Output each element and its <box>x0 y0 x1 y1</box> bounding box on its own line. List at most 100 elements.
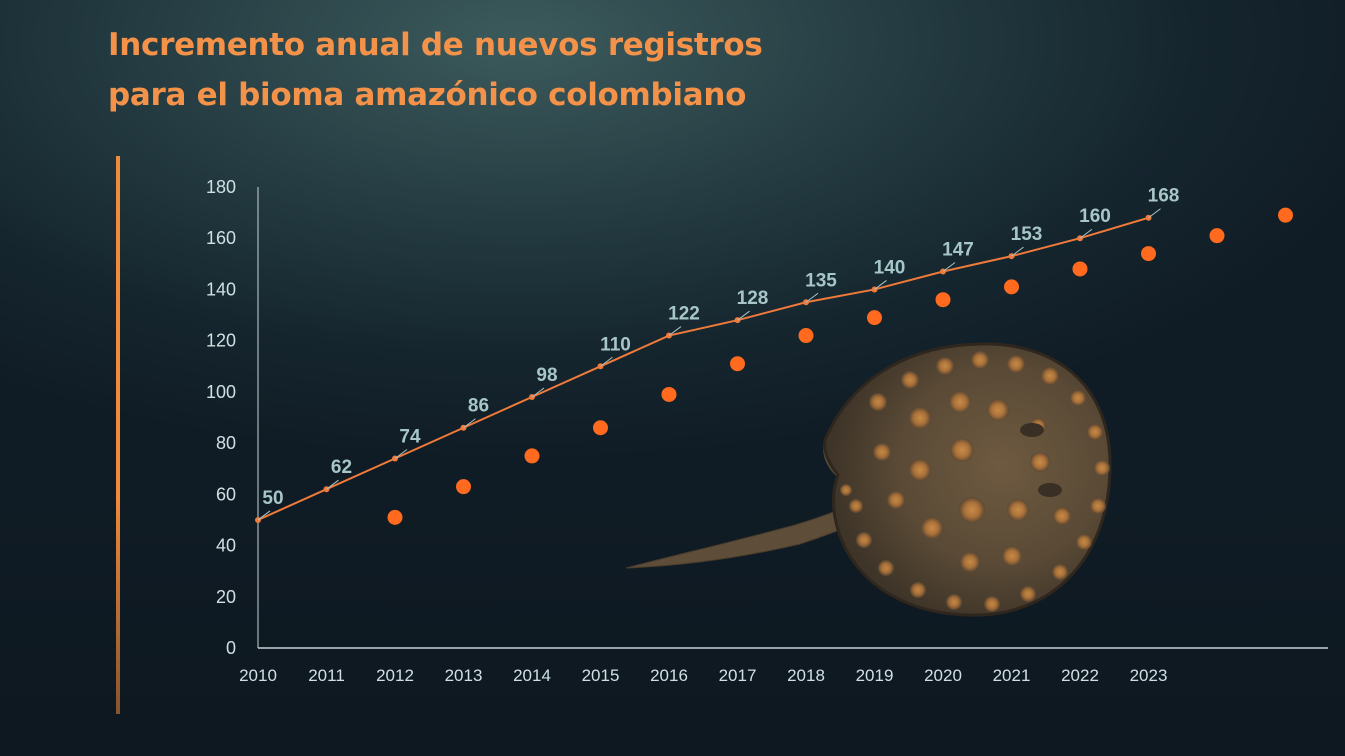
x-tick-label: 2011 <box>308 666 345 685</box>
y-axis: 0 20 40 60 80 100 120 140 160 180 <box>206 177 259 658</box>
stingray-spot <box>1070 390 1086 406</box>
data-label: 168 <box>1148 186 1180 207</box>
y-tick-label: 80 <box>216 433 236 453</box>
series-dot <box>1278 207 1293 223</box>
data-label: 147 <box>942 240 974 261</box>
data-label: 153 <box>1011 224 1043 245</box>
stingray-spot <box>1094 460 1110 476</box>
data-labels: 50 62 74 86 98 110 122 128 135 140 147 153 160 168 <box>257 186 1180 521</box>
series-dot <box>524 448 540 464</box>
x-tick-label: 2014 <box>513 666 551 685</box>
series-dot <box>798 328 814 344</box>
x-tick-label: 2017 <box>719 666 757 685</box>
x-tick-label: 2022 <box>1061 666 1099 685</box>
stingray-spot <box>901 371 919 389</box>
stingray-spot <box>1041 367 1059 385</box>
y-tick-label: 60 <box>216 484 236 504</box>
series-dot <box>730 356 745 372</box>
trend-line <box>257 216 1149 521</box>
data-label-leader <box>394 449 408 459</box>
stingray-spot <box>878 560 894 576</box>
stingray-spot <box>869 393 887 411</box>
series-dot <box>593 420 608 436</box>
data-label-leader <box>531 387 545 398</box>
stingray-spot <box>909 459 931 481</box>
stingray-spot <box>959 497 985 523</box>
chart-title-line-2: para el bioma amazónico colombiano <box>108 77 747 113</box>
series-dot <box>661 386 677 402</box>
stingray-spot <box>946 594 962 610</box>
series-dot <box>867 310 882 326</box>
data-label: 140 <box>874 257 906 278</box>
stingray-spot <box>873 443 891 461</box>
data-label: 160 <box>1079 206 1111 227</box>
data-label: 86 <box>468 396 489 417</box>
stingray-spot <box>1007 499 1029 521</box>
x-tick-label: 2020 <box>924 666 962 685</box>
data-label-leader <box>668 326 682 336</box>
stingray-spot <box>1020 586 1036 602</box>
stingray-spot <box>1087 424 1103 440</box>
series-dot <box>1004 279 1019 295</box>
stingray-spot <box>921 517 943 539</box>
data-label: 74 <box>399 426 421 447</box>
accent-bar <box>116 156 120 714</box>
stingray-spot <box>1076 534 1092 550</box>
data-label-leader <box>257 510 271 521</box>
x-tick-label: 2012 <box>376 666 414 685</box>
data-label-leader <box>326 479 339 490</box>
x-tick-label: 2016 <box>650 666 688 685</box>
y-tick-label: 160 <box>206 228 236 248</box>
x-tick-label: 2023 <box>1130 666 1168 685</box>
x-tick-label: 2013 <box>445 666 483 685</box>
x-tick-label: 2019 <box>856 666 894 685</box>
y-tick-label: 20 <box>216 587 236 607</box>
stingray-spot <box>910 582 926 598</box>
data-label: 135 <box>805 270 837 291</box>
x-tick-label: 2015 <box>582 666 620 685</box>
x-tick-label: 2018 <box>787 666 825 685</box>
stingray-spot <box>840 484 852 496</box>
stingray-spot <box>909 407 931 429</box>
data-label-leader <box>1079 228 1093 239</box>
y-tick-label: 180 <box>206 177 236 197</box>
chart-title: Incremento anual de nuevos registros par… <box>108 20 828 120</box>
stingray-spot <box>1053 507 1071 525</box>
stingray-spot <box>950 438 974 462</box>
stingray-spot <box>1007 355 1025 373</box>
stingray-spot <box>1090 498 1106 514</box>
stingray-spot <box>856 532 872 548</box>
series-dot <box>1209 228 1225 244</box>
data-label-leader <box>874 280 887 290</box>
stingray-spot <box>984 596 1000 612</box>
stingray-spot <box>849 499 863 513</box>
data-label-leader <box>805 292 819 303</box>
data-label: 50 <box>262 488 283 509</box>
data-label-leader <box>463 418 476 429</box>
stingray-spot <box>1002 546 1022 566</box>
series-dot <box>935 292 951 308</box>
series-dot <box>1141 246 1156 262</box>
stingray-spot <box>971 351 989 369</box>
data-label: 62 <box>331 457 352 478</box>
stingray-photo <box>625 342 1112 617</box>
y-tick-label: 40 <box>216 536 236 556</box>
x-tick-label: 2021 <box>993 666 1031 685</box>
data-label-leader <box>737 310 750 321</box>
data-label: 110 <box>600 334 631 355</box>
x-axis: 2010 2011 2012 2013 2014 2015 2016 2017 2018 2019… <box>239 647 1328 685</box>
chart-title-line-1: Incremento anual de nuevos registros <box>108 27 763 63</box>
series-dot <box>456 479 471 495</box>
stingray-spot <box>887 491 905 509</box>
stingray-spot <box>987 399 1009 421</box>
data-label-leader <box>1148 208 1161 219</box>
data-label-leader <box>1011 246 1024 257</box>
stingray-spot <box>960 552 980 572</box>
data-label-leader <box>942 262 956 272</box>
y-tick-label: 140 <box>206 279 236 299</box>
data-label: 122 <box>668 304 700 325</box>
stingray-spot <box>949 391 971 413</box>
series-dot <box>387 509 403 525</box>
